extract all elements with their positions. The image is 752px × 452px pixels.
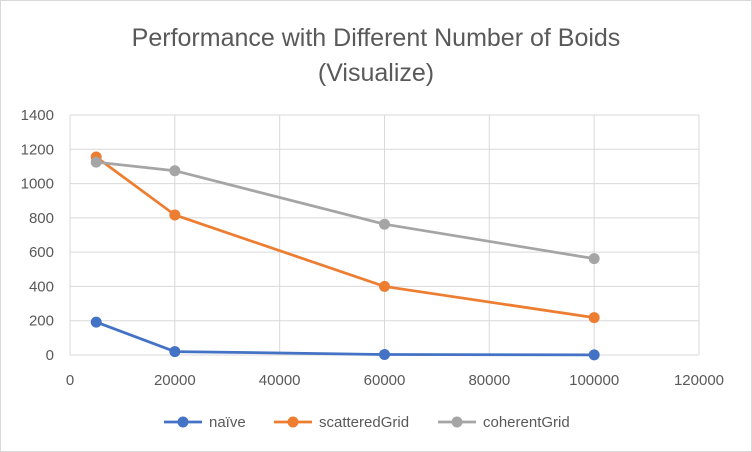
- legend-label: coherentGrid: [483, 414, 570, 431]
- legend-item: scatteredGrid: [274, 414, 409, 431]
- data-point: [90, 316, 102, 328]
- axis-tick-labels: 0 200 400 600 800 1000 1200 1400 0 20000 40000 6000…: [21, 107, 724, 389]
- chart-title-line-1: Performance with Different Number of Boi…: [132, 24, 621, 52]
- legend: naïve scatteredGrid coherentGrid: [164, 414, 570, 431]
- series-line: [94, 155, 596, 320]
- data-point: [379, 218, 390, 230]
- data-point: [588, 312, 600, 324]
- y-tick-label: 0: [46, 347, 54, 364]
- y-tick-label: 600: [29, 244, 54, 261]
- series-line: [94, 160, 596, 261]
- data-point: [169, 165, 181, 177]
- y-tick-label: 1000: [21, 176, 54, 193]
- legend-item: coherentGrid: [438, 414, 570, 431]
- legend-marker: [451, 416, 463, 428]
- legend-item: naïve: [164, 414, 246, 431]
- data-point: [169, 209, 181, 221]
- x-tick-label: 20000: [154, 372, 196, 389]
- legend-label: naïve: [209, 414, 246, 431]
- y-tick-label: 200: [29, 313, 54, 330]
- x-tick-label: 80000: [468, 372, 510, 389]
- series-naïve: [90, 316, 600, 361]
- data-point: [379, 280, 390, 292]
- y-tick-label: 400: [29, 278, 54, 295]
- legend-label: scatteredGrid: [319, 414, 409, 431]
- series-line: [94, 320, 596, 357]
- legend-marker: [287, 416, 299, 428]
- series-coherentGrid: [90, 156, 600, 265]
- x-tick-label: 0: [66, 372, 74, 389]
- x-tick-label: 60000: [364, 372, 406, 389]
- gridlines: [69, 114, 700, 356]
- data-point: [379, 348, 390, 360]
- y-tick-label: 800: [29, 210, 54, 227]
- y-tick-label: 1400: [21, 107, 54, 124]
- y-tick-label: 1200: [21, 141, 54, 158]
- x-tick-label: 40000: [259, 372, 301, 389]
- x-tick-label: 100000: [569, 372, 619, 389]
- legend-marker: [177, 416, 189, 428]
- chart-title-line-2: (Visualize): [318, 59, 434, 87]
- data-point: [588, 253, 600, 265]
- series-scatteredGrid: [90, 151, 600, 324]
- data-point: [90, 156, 102, 168]
- plot-series: [90, 151, 600, 361]
- data-point: [169, 346, 181, 358]
- data-point: [588, 349, 600, 361]
- x-tick-label: 120000: [674, 372, 724, 389]
